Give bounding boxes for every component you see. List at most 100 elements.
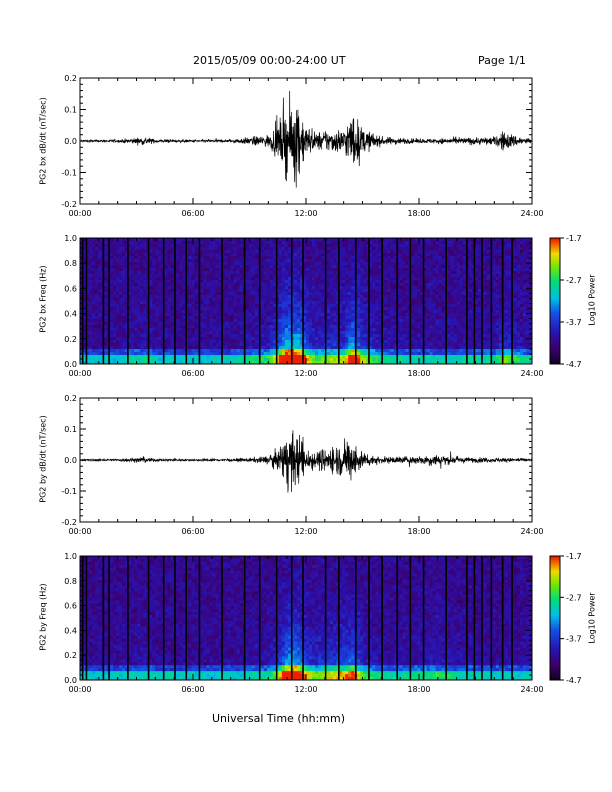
panel2-heat-cell — [188, 325, 192, 329]
panel2-heat-cell — [227, 295, 232, 299]
panel2-heat-cell — [345, 271, 349, 275]
panel2-heat-cell — [215, 262, 220, 266]
panel2-heat-cell — [182, 256, 186, 260]
panel2-heat-cell — [131, 301, 135, 305]
panel2-heat-cell — [179, 304, 183, 308]
panel2-heat-cell — [140, 253, 144, 257]
panel2-heat-cell — [266, 268, 271, 272]
panel2-heat-cell — [399, 262, 403, 266]
panel2-heat-cell — [390, 238, 394, 242]
panel2-heat-cell — [125, 259, 129, 263]
panel2-heat-cell — [315, 256, 319, 260]
panel2-heat-cell — [89, 259, 93, 263]
panel2-heat-cell — [179, 295, 183, 299]
panel2-heat-cell — [384, 337, 388, 341]
panel2-heat-cell — [287, 346, 292, 350]
panel2-heat-cell — [188, 268, 192, 272]
panel2-heat-cell — [357, 331, 361, 335]
panel2-heat-cell — [215, 322, 220, 326]
panel2-heat-cell — [327, 304, 331, 308]
panel2-heat-cell — [342, 259, 346, 263]
panel2-heat-cell — [381, 334, 385, 338]
panel2-heat-cell — [396, 268, 400, 272]
panel2-heat-cell — [206, 292, 210, 296]
panel2-heat-cell — [179, 316, 183, 320]
panel2-heat-cell — [218, 322, 223, 326]
panel2-heat-cell — [357, 340, 361, 344]
panel2-heat-cell — [414, 310, 418, 314]
panel2-heat-cell — [429, 244, 433, 248]
panel2-heat-cell — [293, 286, 298, 290]
panel2-heat-cell — [375, 355, 379, 359]
panel2-heat-cell — [119, 358, 123, 362]
panel2-heat-cell — [405, 319, 409, 323]
panel2-heat-cell — [251, 325, 256, 329]
panel2-heat-cell — [263, 298, 268, 302]
panel2-heat-cell — [381, 355, 385, 359]
panel2-heat-cell — [333, 313, 337, 317]
panel2-heat-cell — [191, 247, 195, 251]
panel2-heat-cell — [306, 295, 310, 299]
panel2-heat-cell — [158, 277, 162, 281]
panel2-heat-cell — [393, 280, 397, 284]
panel2-heat-cell — [170, 292, 174, 296]
panel2-heat-cell — [230, 274, 235, 278]
panel2-heat-cell — [290, 319, 295, 323]
panel2-heat-cell — [224, 310, 229, 314]
panel2-heat-cell — [366, 331, 370, 335]
panel2-heat-cell — [167, 262, 171, 266]
panel2-heat-cell — [221, 307, 226, 311]
panel2-heat-cell — [399, 331, 403, 335]
panel2-heat-cell — [248, 340, 253, 344]
panel2-heat-cell — [239, 322, 244, 326]
panel2-heat-cell — [348, 295, 352, 299]
panel2-heat-cell — [116, 259, 120, 263]
panel2-heat-cell — [86, 337, 90, 341]
panel2-heat-cell — [384, 331, 388, 335]
panel2-heat-cell — [218, 265, 223, 269]
panel2-heat-cell — [104, 307, 108, 311]
panel2-heat-cell — [92, 337, 96, 341]
panel2-heat-cell — [348, 355, 352, 359]
panel2-heat-cell — [420, 328, 424, 332]
panel2-heat-cell — [176, 334, 180, 338]
panel2-heat-cell — [122, 310, 126, 314]
panel2-heat-cell — [143, 322, 147, 326]
panel2-heat-cell — [393, 319, 397, 323]
panel2-heat-cell — [182, 334, 186, 338]
panel2-heat-cell — [405, 280, 409, 284]
panel2-heat-cell — [110, 319, 114, 323]
panel2-heat-cell — [227, 289, 232, 293]
panel2-heat-cell — [116, 307, 120, 311]
panel2-heat-cell — [372, 238, 376, 242]
panel2-heat-cell — [176, 295, 180, 299]
panel2-heat-cell — [402, 322, 406, 326]
panel2-heat-cell — [233, 301, 238, 305]
panel2-heat-cell — [206, 328, 210, 332]
panel2-heat-cell — [333, 292, 337, 296]
panel2-heat-cell — [191, 325, 195, 329]
panel2-heat-cell — [296, 286, 301, 290]
panel2-heat-cell — [185, 238, 189, 242]
panel2-heat-cell — [119, 295, 123, 299]
panel2-heat-cell — [339, 310, 343, 314]
panel2-heat-cell — [221, 256, 226, 260]
panel2-heat-cell — [284, 283, 289, 287]
panel2-heat-cell — [185, 304, 189, 308]
panel2-heat-cell — [131, 331, 135, 335]
panel2-heat-cell — [387, 286, 391, 290]
panel2-heat-cell — [245, 262, 250, 266]
panel2-heat-cell — [191, 343, 195, 347]
panel2-heat-cell — [414, 271, 418, 275]
panel2-heat-cell — [318, 346, 322, 350]
panel2-heat-cell — [363, 334, 367, 338]
panel2-heat-cell — [125, 280, 129, 284]
panel2-heat-cell — [194, 322, 198, 326]
panel2-heat-cell — [363, 355, 367, 359]
panel2-heat-cell — [351, 343, 355, 347]
panel2-heat-cell — [393, 250, 397, 254]
panel2-heat-cell — [110, 322, 114, 326]
panel2-heat-cell — [110, 361, 114, 365]
panel2-heat-cell — [182, 361, 186, 365]
panel2-heat-cell — [309, 238, 313, 242]
